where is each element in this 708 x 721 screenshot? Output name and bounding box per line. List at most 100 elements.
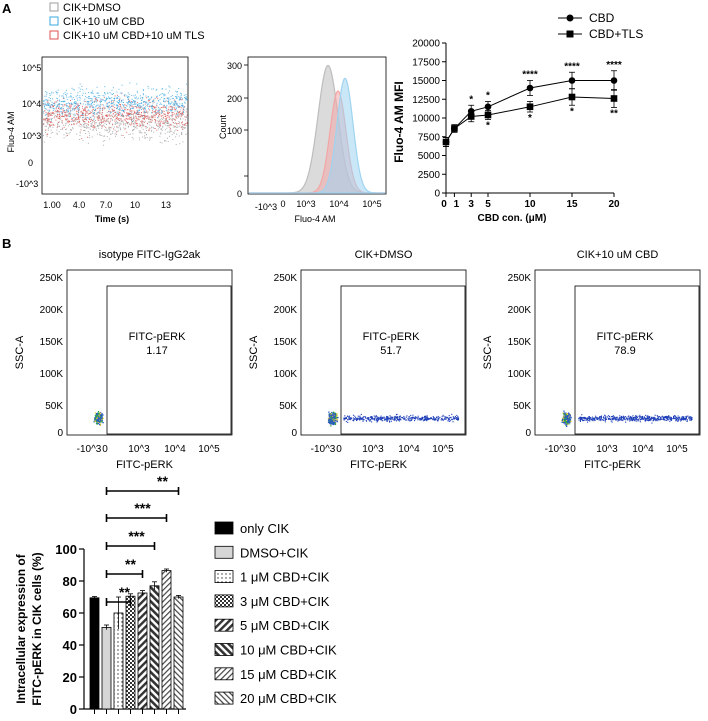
b-flow-event	[625, 419, 627, 421]
a-scatter-event	[80, 88, 82, 90]
b-flow-xtick: 10^5	[666, 444, 688, 455]
a-scatter-event	[96, 99, 98, 101]
a-scatter-event	[102, 120, 104, 122]
a-scatter-event	[68, 112, 70, 114]
b-flow-event	[673, 416, 675, 418]
b-flow-event	[634, 418, 636, 420]
b-flow-ytick: 200K	[40, 305, 64, 316]
a-scatter-event	[53, 113, 55, 115]
a-scatter-event	[162, 125, 164, 127]
b-flow-event	[565, 421, 567, 423]
b-flow-event	[331, 418, 333, 420]
a-scatter-event	[132, 103, 134, 105]
b-flow-event	[604, 421, 606, 423]
a-scatter-event	[82, 107, 84, 109]
a-scatter-event	[118, 112, 120, 114]
a-scatter-event	[95, 122, 97, 124]
a-scatter-event	[147, 115, 149, 117]
a-scatter-event	[112, 87, 114, 89]
a-scatter-event	[134, 106, 136, 108]
b-flow-event	[389, 417, 391, 419]
a-scatter-event	[47, 102, 49, 104]
b-flow-event	[98, 421, 100, 424]
b-flow-event	[598, 419, 600, 421]
b-legend-label: 1 μM CBD+CIK	[240, 570, 330, 585]
b-flow-event	[402, 417, 404, 419]
b-flow-event	[565, 412, 567, 414]
a-scatter-event	[122, 104, 124, 105]
b-flow-event	[584, 417, 586, 419]
a-scatter-event	[157, 110, 159, 112]
b-flow-event	[390, 418, 392, 420]
a-scatter-event	[140, 114, 142, 116]
a-scatter-event	[123, 105, 125, 107]
a-line-point-cbd-tls	[442, 138, 450, 146]
b-flow-event	[424, 419, 426, 421]
a-scatter-event	[120, 129, 122, 131]
a-scatter-event	[93, 113, 95, 115]
b-flow-event	[357, 415, 359, 417]
a-scatter-event	[142, 107, 144, 109]
a-scatter-event	[144, 118, 146, 120]
a-scatter-event	[48, 120, 50, 122]
a-scatter-event	[181, 133, 183, 135]
b-flow-event	[593, 418, 595, 420]
b-flow-event	[396, 420, 398, 422]
a-scatter-event	[142, 121, 144, 122]
a-scatter-event	[57, 124, 59, 126]
a-scatter-event	[160, 112, 162, 114]
a-scatter-event	[182, 127, 184, 128]
b-flow-event	[597, 417, 599, 419]
a-scatter-event	[82, 112, 83, 114]
a-scatter-event	[131, 118, 133, 120]
a-scatter-event	[119, 118, 121, 120]
a-scatter-event	[111, 89, 113, 91]
b-flow-event	[329, 420, 331, 422]
b-flow-event	[98, 413, 100, 415]
a-scatter-event	[168, 85, 170, 87]
a-scatter-event	[186, 98, 188, 100]
b-flow-event	[595, 415, 597, 417]
a-scatter-event	[166, 122, 168, 124]
b-flow-event	[629, 417, 631, 419]
a-scatter-event	[58, 121, 59, 123]
a-scatter-event	[173, 118, 175, 120]
b-flow-event	[584, 419, 586, 421]
a-scatter-event	[103, 119, 105, 121]
b-flow-event	[596, 418, 598, 420]
a-scatter-event	[148, 103, 150, 105]
b-flow-event	[335, 414, 338, 416]
a-scatter-event	[169, 109, 171, 111]
b-flow-event	[660, 417, 662, 419]
a-scatter-event	[162, 121, 164, 123]
a-scatter-event	[73, 123, 75, 125]
a-scatter-event	[57, 117, 59, 119]
b-flow-events	[327, 411, 460, 427]
a-scatter-event	[101, 135, 103, 136]
a-scatter-event	[103, 95, 105, 97]
b-flow-event	[564, 414, 566, 416]
a-scatter-event	[117, 94, 118, 96]
b-flow-event	[585, 419, 587, 421]
b-flow-ytick: 250K	[508, 273, 532, 284]
b-flow-event	[370, 419, 372, 421]
b-flow-event	[659, 416, 661, 418]
a-scatter-event	[47, 121, 49, 122]
b-flow-event	[657, 418, 659, 420]
b-flow-event	[98, 415, 101, 417]
a-scatter-event	[155, 109, 157, 111]
b-flow-event	[562, 418, 564, 420]
b-flow-event	[414, 418, 416, 420]
a-scatter-event	[143, 107, 145, 109]
a-scatter-event	[71, 103, 73, 104]
b-flow-ytick: 0	[57, 428, 63, 439]
a-scatter-event	[91, 91, 93, 93]
b-flow-event	[329, 414, 332, 416]
a-scatter-event	[43, 124, 44, 126]
a-scatter-event	[149, 105, 151, 107]
a-scatter-event	[77, 114, 79, 116]
a-scatter-event	[151, 126, 153, 128]
b-flow-event	[662, 416, 664, 418]
a-scatter-event	[78, 125, 80, 127]
a-scatter-event	[49, 105, 51, 107]
